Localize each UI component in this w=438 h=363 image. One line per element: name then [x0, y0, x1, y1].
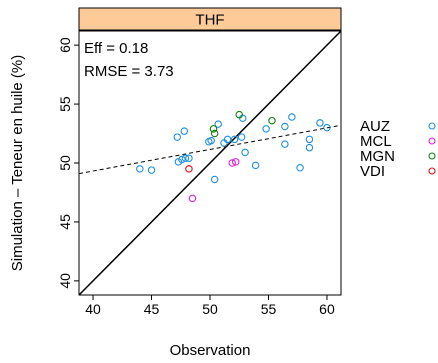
legend-marker-mgn [428, 152, 436, 160]
data-point-auz [305, 143, 314, 152]
data-point-mgn [209, 125, 218, 133]
y-axis-label: Simulation – Teneur en huile (%) [9, 55, 26, 272]
data-point-mgn [268, 116, 276, 125]
data-point-auz [288, 113, 296, 121]
data-point-auz [214, 120, 222, 128]
x-axis-label: Observation [170, 342, 251, 359]
data-point-auz [230, 135, 239, 144]
data-point-auz [181, 154, 190, 163]
data-point-auz [262, 125, 270, 133]
plot-marks [78, 30, 342, 296]
data-point-auz [237, 133, 246, 141]
data-point-auz [281, 122, 289, 131]
legend-label-mgn: MGN [360, 148, 395, 165]
data-point-auz [136, 165, 144, 173]
eff-annotation: Eff = 0.18 [84, 40, 148, 57]
data-point-mcl [228, 159, 236, 167]
data-point-auz [185, 154, 193, 163]
rmse-annotation: RMSE = 3.73 [84, 63, 174, 80]
data-point-auz [305, 135, 314, 144]
x-tick-label: 40 [85, 301, 101, 317]
legend-label-auz: AUZ [360, 118, 390, 135]
data-point-auz [281, 140, 289, 148]
panel-title: THF [195, 12, 224, 29]
x-tick-label: 45 [144, 301, 160, 317]
y-tick-label: 60 [57, 37, 73, 53]
legend-marker-vdi [428, 167, 436, 175]
data-point-mgn [210, 129, 219, 138]
data-point-mcl [188, 194, 197, 203]
x-axis-ticks: 40 45 50 55 60 [85, 295, 335, 317]
x-tick-label: 50 [202, 301, 218, 317]
data-point-auz [178, 155, 186, 164]
data-point-auz [323, 123, 331, 132]
data-point-mgn [235, 110, 243, 119]
data-point-auz [251, 161, 260, 170]
panel-strip [78, 7, 342, 31]
data-point-auz [241, 148, 249, 157]
data-point-auz [296, 163, 304, 172]
data-point-vdi [185, 165, 193, 173]
data-point-auz [180, 127, 189, 135]
data-point-mcl [231, 158, 240, 166]
x-tick-label: 55 [261, 301, 277, 317]
identity-line [78, 30, 342, 296]
y-tick-label: 55 [57, 96, 73, 112]
data-point-auz [173, 133, 182, 141]
y-tick-label: 40 [57, 273, 73, 289]
y-tick-label: 50 [57, 155, 73, 171]
legend-label-mcl: MCL [360, 133, 392, 150]
regression-line [78, 124, 342, 175]
data-point-auz [316, 119, 324, 127]
legend-label-vdi: VDI [360, 163, 385, 180]
legend-marker-auz [428, 122, 436, 130]
data-point-auz [223, 135, 232, 144]
y-tick-label: 45 [57, 214, 73, 230]
data-point-auz [210, 175, 219, 184]
x-tick-label: 60 [319, 301, 335, 317]
legend-marker-mcl [428, 137, 436, 145]
data-point-auz [147, 166, 156, 174]
data-point-auz [207, 136, 215, 145]
y-axis-ticks: 40 45 50 55 60 [57, 37, 79, 289]
